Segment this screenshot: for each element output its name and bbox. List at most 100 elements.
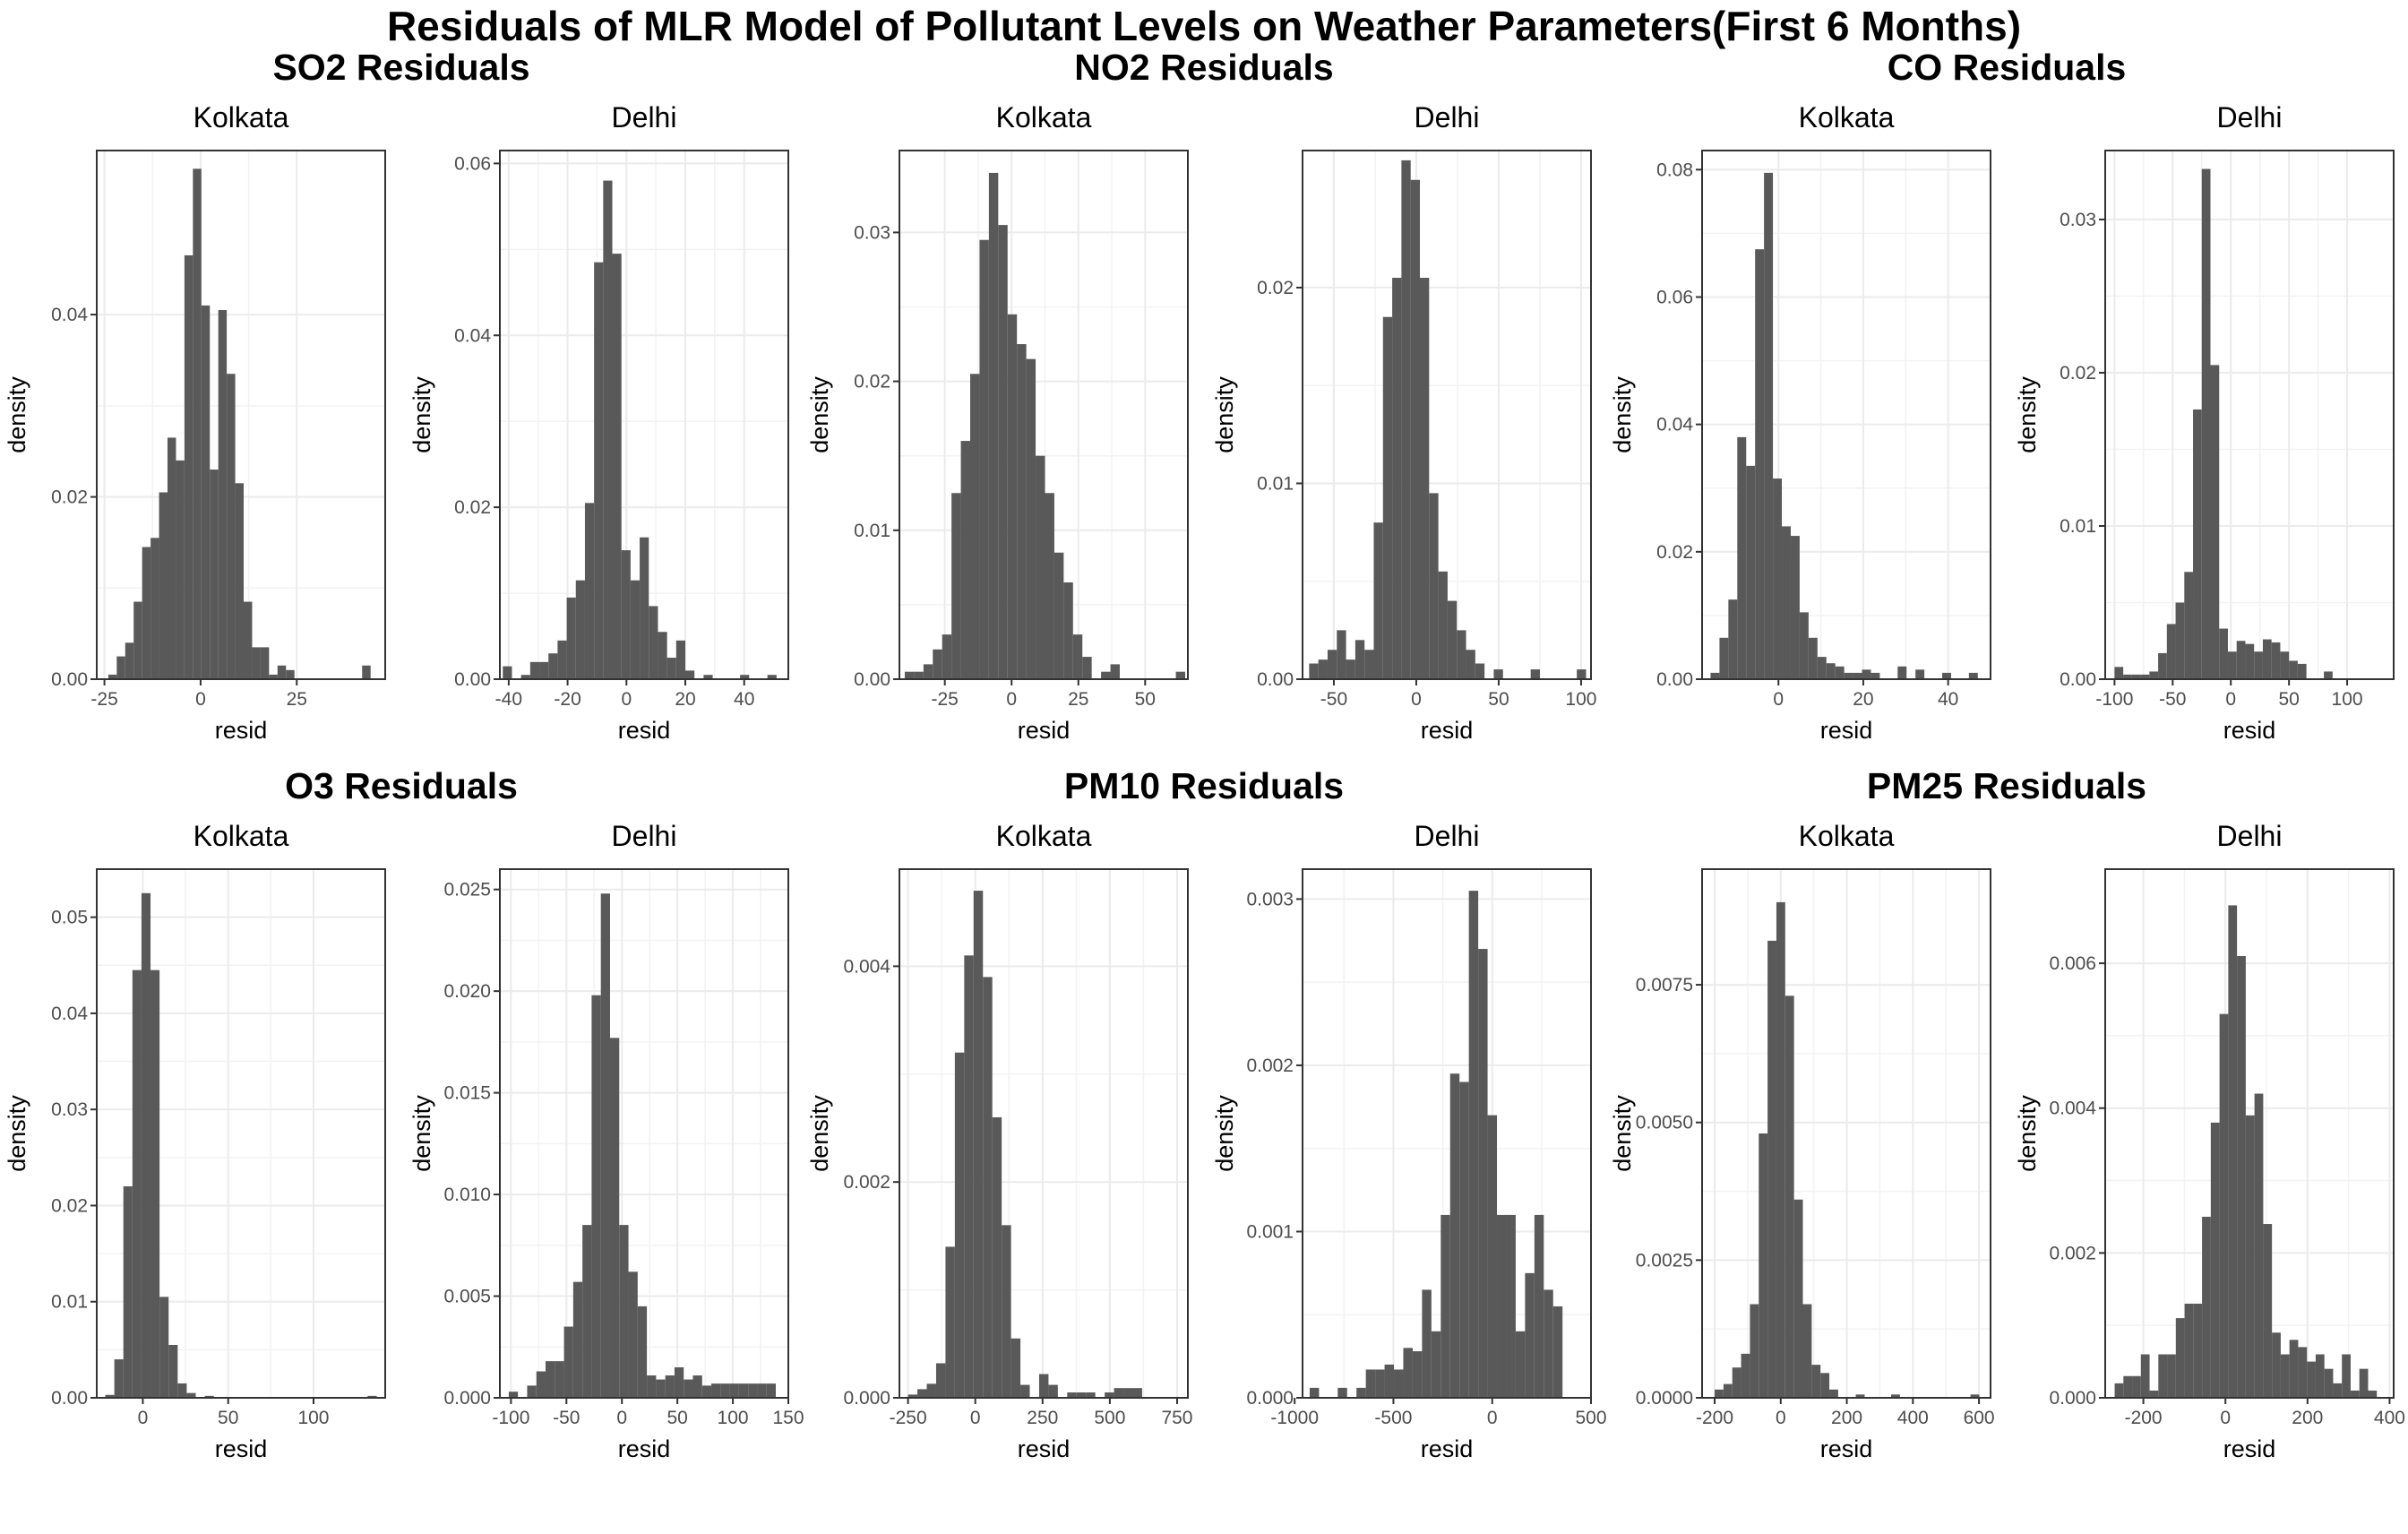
histogram-bar — [1132, 1388, 1142, 1398]
histogram-bar — [1054, 552, 1064, 679]
histogram-bar — [2227, 651, 2237, 679]
histogram-bar — [1515, 1331, 1526, 1398]
x-tick-label: 20 — [675, 689, 695, 710]
y-tick-label: 0.00 — [1656, 669, 1693, 690]
y-tick-label: 0.020 — [443, 981, 491, 1002]
histogram-bar — [2342, 1354, 2351, 1398]
histogram-svg: Delhi -100 -50 0 50 100 0.00 0.01 0.02 0.03 resid d… — [2014, 101, 2395, 744]
histogram-bar — [123, 1186, 133, 1398]
x-tick-label: 50 — [1488, 689, 1509, 710]
panel-border — [499, 868, 789, 1399]
histogram-bar — [159, 492, 168, 679]
y-axis-title: density — [4, 376, 30, 453]
histogram-bar — [1817, 657, 1827, 679]
x-axis-title: resid — [618, 717, 671, 744]
histogram-bar — [1750, 1304, 1759, 1398]
histogram-bar — [1782, 526, 1791, 679]
y-tick-label: 0.002 — [843, 1172, 890, 1193]
histogram-bar — [1710, 672, 1720, 679]
x-tick-label: -200 — [1696, 1408, 1733, 1428]
x-axis-title: resid — [1421, 717, 1474, 744]
histogram-bar — [904, 671, 915, 679]
histogram-bar — [609, 1038, 620, 1398]
histogram-bar — [244, 601, 253, 679]
histogram-bar — [914, 671, 924, 679]
y-tick-label: 0.06 — [454, 153, 491, 174]
y-tick-label: 0.000 — [1246, 1388, 1294, 1409]
y-tick-label: 0.006 — [2049, 953, 2096, 974]
histogram-bar — [665, 1375, 675, 1398]
histogram-svg: Delhi -50 0 50 100 0.00 0.01 0.02 resid density — [1211, 101, 1596, 744]
x-tick-label: 500 — [1094, 1408, 1125, 1428]
histogram-bar — [1525, 1272, 1535, 1398]
histogram-bar — [594, 262, 604, 679]
histogram-bar — [1737, 436, 1747, 679]
histogram-bar — [2158, 652, 2167, 679]
histogram-bar — [563, 1326, 573, 1398]
histogram-bar — [951, 493, 961, 679]
histogram-bar — [1897, 666, 1907, 679]
x-tick-label: 50 — [2278, 689, 2299, 710]
panel-border — [899, 868, 1189, 1399]
histogram-bar — [1732, 1367, 1742, 1398]
histogram-bar — [2167, 1354, 2176, 1398]
histogram-bar — [2245, 1115, 2255, 1398]
histogram-bar — [942, 634, 952, 679]
histogram-bar — [177, 1383, 187, 1398]
panel-title: Kolkata — [996, 101, 1092, 134]
histogram-bar — [666, 658, 676, 679]
histogram-bar — [2210, 365, 2220, 679]
histogram-bar — [2254, 651, 2263, 679]
histogram-bar — [2324, 1368, 2334, 1398]
x-tick-label: 200 — [2292, 1408, 2323, 1428]
histogram-panel: Delhi -50 0 50 100 0.00 0.01 0.02 resid density — [1204, 99, 1605, 815]
histogram-bar — [2175, 1318, 2185, 1398]
histogram-bar — [2289, 660, 2298, 679]
x-tick-label: 100 — [2332, 689, 2363, 710]
histogram-bar — [1364, 650, 1374, 679]
histogram-bar — [503, 666, 512, 679]
histogram-bar — [738, 1383, 749, 1398]
y-axis-title: density — [1211, 1095, 1238, 1172]
histogram-bar — [1855, 1394, 1865, 1398]
histogram-bar — [572, 1281, 583, 1398]
y-tick-label: 0.01 — [2060, 516, 2096, 537]
y-tick-label: 0.02 — [854, 372, 890, 392]
histogram-bar — [557, 640, 567, 679]
x-tick-label: 0 — [138, 1408, 149, 1428]
histogram-bar — [1826, 663, 1836, 679]
histogram-bar — [1401, 159, 1411, 680]
y-tick-label: 0.04 — [51, 305, 88, 325]
histogram-svg: Kolkata -25 0 25 0.00 0.02 0.04 resid density — [4, 101, 386, 744]
histogram-bar — [2149, 1390, 2159, 1398]
histogram-svg: Delhi -100 -50 0 50 100 150 0.000 0.005 0.010 0.01… — [408, 820, 804, 1462]
y-tick-label: 0.00 — [1257, 669, 1294, 690]
x-tick-label: 0 — [970, 1408, 981, 1428]
histogram-bar — [2219, 1013, 2229, 1398]
panel-border — [1701, 150, 1991, 680]
histogram-bar — [684, 1379, 693, 1398]
histogram-bar — [1468, 891, 1479, 1398]
x-tick-label: 0 — [1006, 689, 1017, 710]
histogram-bar — [979, 239, 989, 679]
histogram-bar — [2298, 1347, 2308, 1398]
histogram-bar — [988, 172, 999, 680]
x-tick-label: 0 — [2225, 689, 2236, 710]
histogram-bar — [1449, 1073, 1460, 1398]
histogram-bar — [1410, 179, 1421, 679]
histogram-bar — [2193, 409, 2202, 679]
y-tick-label: 0.03 — [51, 1099, 88, 1120]
histogram-bar — [536, 1371, 546, 1398]
x-tick-label: 600 — [1964, 1408, 1995, 1428]
histogram-bar — [125, 642, 134, 679]
histogram-bar — [1412, 1351, 1423, 1398]
x-tick-label: -20 — [554, 689, 580, 710]
histogram-bar — [649, 606, 658, 679]
histogram-bar — [1384, 1364, 1395, 1398]
histogram-bar — [1790, 536, 1800, 679]
histogram-bar — [1048, 1384, 1058, 1398]
y-tick-label: 0.004 — [843, 956, 890, 977]
histogram-panel: Kolkata -200 0 200 400 600 0.0000 0.0025 0.0050 0… — [1605, 817, 2007, 1534]
x-tick-label: -40 — [495, 689, 522, 710]
x-tick-label: 200 — [1831, 1408, 1862, 1428]
